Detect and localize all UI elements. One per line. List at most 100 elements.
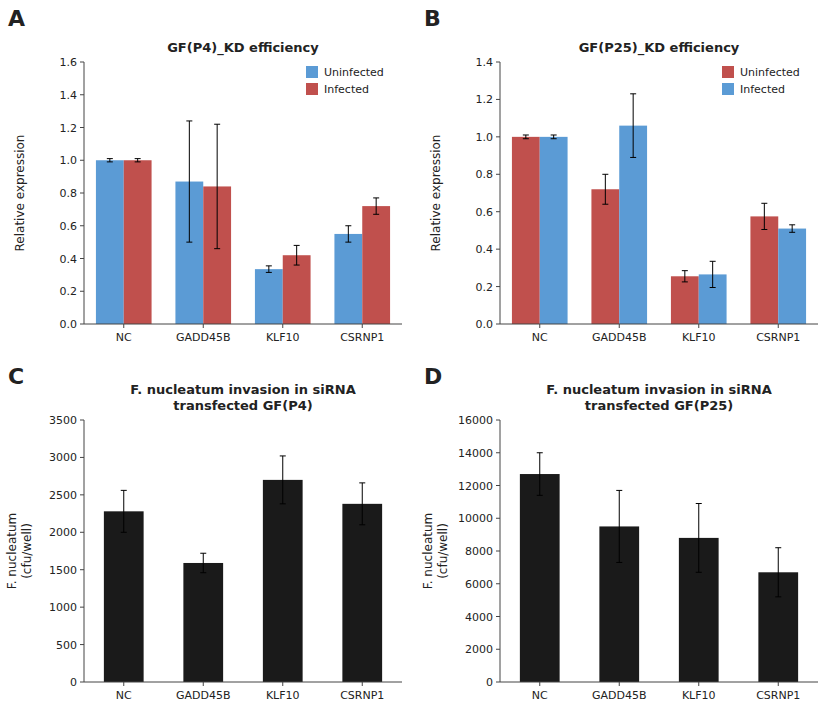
y-tick-label: 0.0: [476, 318, 494, 331]
error-cap: [373, 197, 379, 198]
x-tick-label: KLF10: [682, 689, 716, 702]
y-tick: [80, 457, 84, 458]
y-tick-label: 14000: [458, 447, 493, 460]
x-tick: [362, 324, 363, 328]
figure: 0.00.20.40.60.81.01.21.41.6NCGADD45BKLF1…: [0, 0, 832, 716]
error-cap: [186, 120, 192, 121]
y-tick-label: 12000: [458, 480, 493, 493]
error-bar: [280, 456, 286, 504]
error-stem: [792, 225, 793, 232]
y-tick-label: 10000: [458, 512, 493, 525]
legend-label: Uninfected: [740, 66, 800, 79]
y-tick: [80, 258, 84, 259]
title: GF(P4)_KD efficiency: [167, 40, 319, 56]
error-stem: [712, 261, 713, 287]
error-cap: [761, 203, 767, 204]
x-tick-label: CSRNP1: [340, 689, 384, 702]
error-cap: [696, 572, 702, 573]
y-tick-label: 1.0: [60, 154, 78, 167]
legend-label: Uninfected: [324, 66, 384, 79]
title: F. nucleatum invasion in siRNA: [546, 382, 771, 397]
y-tick: [80, 225, 84, 226]
error-stem: [633, 94, 634, 158]
x-tick: [282, 324, 283, 328]
bar: [183, 563, 223, 682]
bar: [255, 269, 283, 324]
x-tick: [539, 682, 540, 686]
error-cap: [789, 224, 795, 225]
error-cap: [214, 124, 220, 125]
error-stem: [362, 483, 363, 525]
x-tick: [778, 682, 779, 686]
y-tick: [80, 324, 84, 325]
y-tick-label: 0: [70, 676, 77, 689]
error-stem: [764, 203, 765, 229]
error-cap: [345, 242, 351, 243]
x-tick-label: NC: [532, 331, 548, 344]
y-tick-label: 2000: [465, 643, 493, 656]
error-bar: [135, 159, 141, 162]
x-tick: [203, 324, 204, 328]
y-tick-label: 0.8: [60, 187, 78, 200]
y-tick: [496, 583, 500, 584]
error-cap: [373, 214, 379, 215]
bar: [334, 234, 362, 324]
error-cap: [107, 158, 113, 159]
y-tick-label: 4000: [465, 611, 493, 624]
error-cap: [775, 547, 781, 548]
plot-area: [520, 453, 798, 682]
bar: [520, 474, 560, 682]
error-stem: [684, 271, 685, 282]
x-tick: [362, 682, 363, 686]
panel-label: C: [8, 364, 24, 389]
y-axis-line: [84, 420, 85, 682]
error-cap: [602, 174, 608, 175]
x-tick: [619, 324, 620, 328]
bar: [362, 206, 390, 324]
panel-label: D: [424, 364, 442, 389]
y-axis-line: [500, 62, 501, 324]
error-stem: [778, 548, 779, 597]
x-tick-label: CSRNP1: [756, 689, 800, 702]
error-cap: [710, 261, 716, 262]
error-cap: [135, 158, 141, 159]
y-tick-label: 1.2: [60, 122, 78, 135]
error-bar: [761, 203, 767, 229]
y-tick-label: 2500: [49, 489, 77, 502]
y-axis-label: F. nucleatum: [5, 513, 19, 589]
error-cap: [214, 248, 220, 249]
error-stem: [376, 198, 377, 214]
y-tick-label: 1.4: [60, 89, 78, 102]
x-axis-line: [84, 682, 402, 683]
x-tick: [698, 324, 699, 328]
error-bar: [294, 245, 300, 265]
error-cap: [789, 232, 795, 233]
error-cap: [121, 490, 127, 491]
panel-label: B: [424, 6, 441, 31]
panel: 0.00.20.40.60.81.01.21.4NCGADD45BKLF10CS…: [424, 6, 818, 344]
y-tick-label: 0.8: [476, 168, 494, 181]
error-bar: [630, 94, 636, 158]
y-tick: [80, 682, 84, 683]
error-cap: [345, 225, 351, 226]
error-stem: [605, 174, 606, 204]
x-tick-label: GADD45B: [592, 689, 647, 702]
bar: [512, 137, 540, 324]
y-tick-label: 16000: [458, 414, 493, 427]
y-tick-label: 1500: [49, 564, 77, 577]
x-tick-label: GADD45B: [176, 689, 231, 702]
x-tick-label: GADD45B: [176, 331, 231, 344]
y-tick: [496, 99, 500, 100]
y-tick: [496, 286, 500, 287]
y-tick-label: 1.2: [476, 93, 494, 106]
bar: [263, 480, 303, 682]
error-cap: [359, 482, 365, 483]
legend-label: Infected: [740, 83, 785, 96]
error-cap: [135, 161, 141, 162]
error-cap: [200, 572, 206, 573]
y-tick-label: 1.6: [60, 56, 78, 69]
error-bar: [345, 226, 351, 242]
error-cap: [602, 204, 608, 205]
x-tick: [778, 324, 779, 328]
y-tick-label: 1000: [49, 601, 77, 614]
